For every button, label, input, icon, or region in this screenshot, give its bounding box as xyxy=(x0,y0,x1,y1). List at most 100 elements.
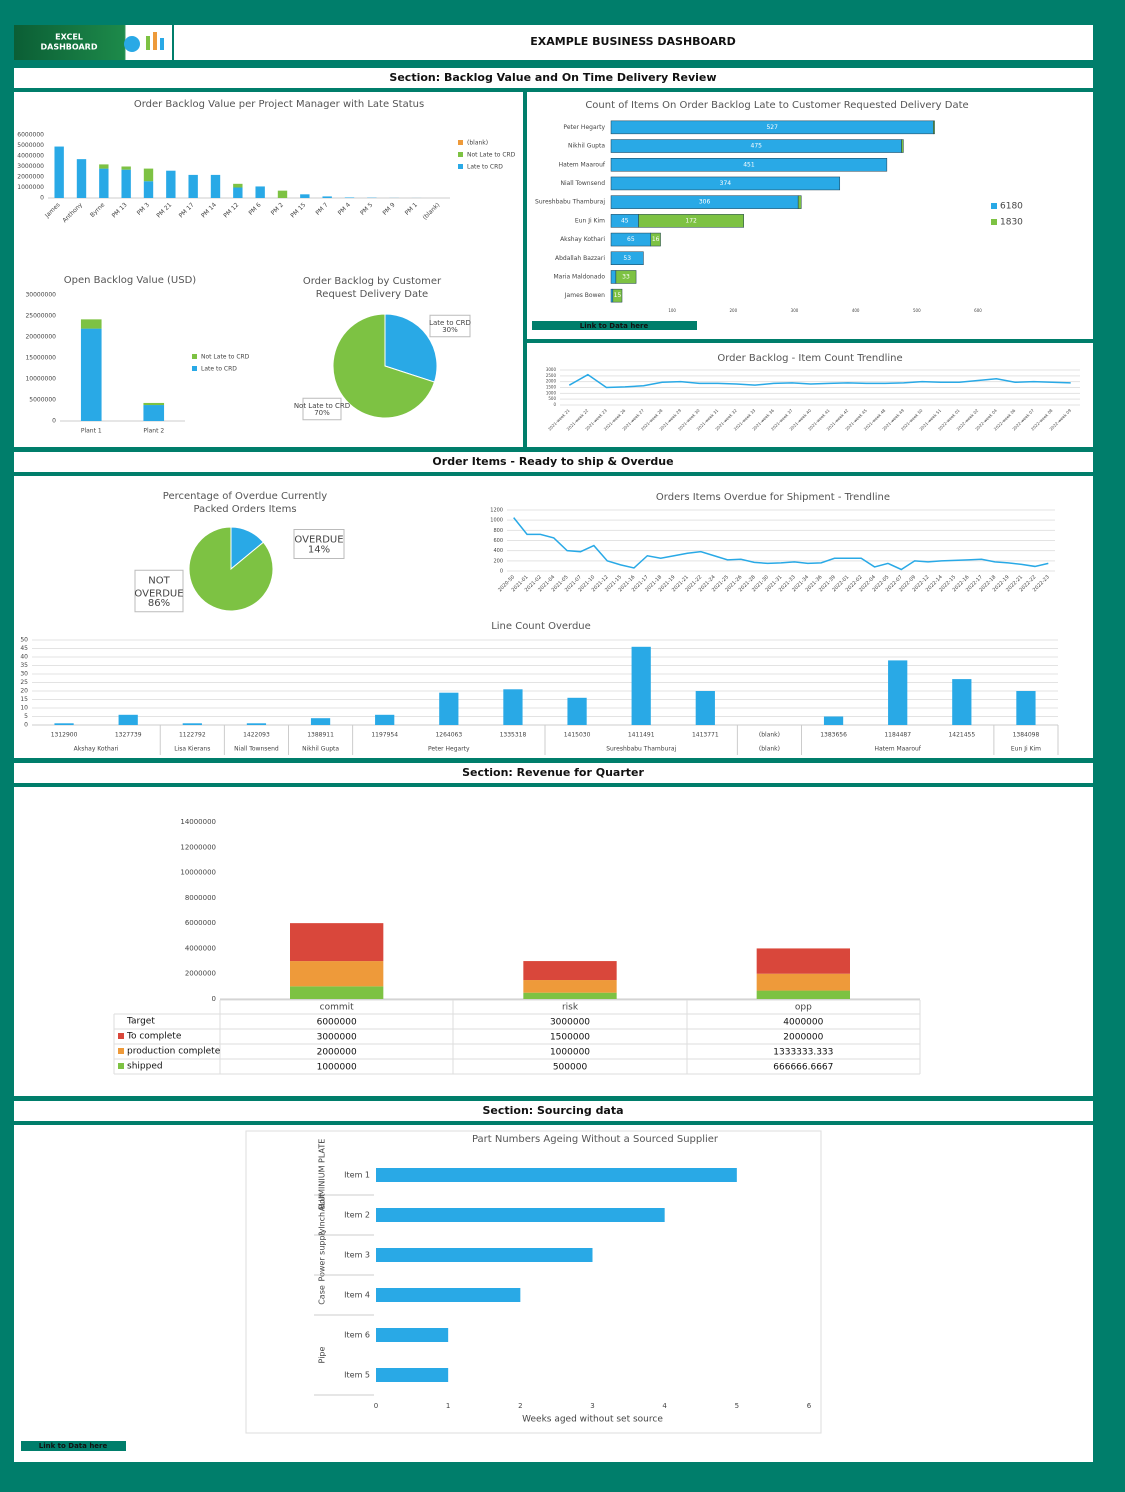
y-tick-label: Item 3 xyxy=(344,1251,370,1260)
x-tick-label: 1421455 xyxy=(948,732,975,739)
bar xyxy=(439,692,459,725)
x-tick-label: 1 xyxy=(446,1402,450,1410)
bar xyxy=(99,168,109,198)
y-tick-label: 4000000 xyxy=(17,153,44,160)
bar xyxy=(1016,691,1036,725)
section-bar xyxy=(14,1101,1093,1121)
bar xyxy=(300,194,310,198)
title-line: OVERDUE xyxy=(134,588,183,599)
bar xyxy=(322,196,332,198)
data-label: 172 xyxy=(685,217,697,224)
pie-slice xyxy=(332,313,436,419)
bar xyxy=(612,288,623,303)
y-tick-label: 6000000 xyxy=(17,132,44,139)
y-tick-label: 25 xyxy=(20,679,28,686)
section-bar xyxy=(14,68,1093,88)
x-tick-label: 4 xyxy=(662,1402,667,1410)
x-tick-label: 6 xyxy=(807,1402,812,1410)
pie-label-box xyxy=(293,529,345,559)
bar xyxy=(615,270,637,284)
y-tick-label: Peter Hegarty xyxy=(563,124,605,131)
y-tick-label: 25000000 xyxy=(25,313,56,320)
title-line: NOT xyxy=(148,575,170,586)
legend-label: 1830 xyxy=(1000,218,1023,228)
group-label: Akshay Kothari xyxy=(74,746,119,753)
group-label: Peter Hegarty xyxy=(428,746,470,753)
y-tick-label: 45 xyxy=(20,645,28,652)
bar xyxy=(344,197,355,198)
table-cell: 6000000 xyxy=(317,1018,357,1028)
bar xyxy=(376,1368,449,1382)
x-tick-label: opp xyxy=(795,1003,812,1013)
y-tick-label: Maria Maldonado xyxy=(553,273,605,280)
y-tick-label: 1000000 xyxy=(17,184,44,191)
bar xyxy=(76,159,87,198)
group-label: Niall Townsend xyxy=(234,746,279,753)
data-label: 33 xyxy=(622,273,630,280)
data-label: 65 xyxy=(627,236,635,243)
link-button[interactable] xyxy=(532,321,697,330)
link-button[interactable] xyxy=(21,1441,126,1451)
bar xyxy=(933,120,935,135)
legend-label: Late to CRD xyxy=(467,164,503,171)
y-tick-label: Nikhil Gupta xyxy=(568,143,605,150)
y-tick-label: Niall Townsend xyxy=(560,180,605,187)
group-label: Hatem Maarouf xyxy=(874,746,921,753)
chart-title: Open Backlog Value (USD) xyxy=(64,275,196,286)
pie-value-label: 86% xyxy=(148,598,170,609)
x-axis-label: Weeks aged without set source xyxy=(522,1415,663,1425)
y-tick-label: 1500 xyxy=(546,385,557,390)
table-cell: 1000000 xyxy=(317,1063,357,1073)
group-label: Sureshbabu Thamburaj xyxy=(606,746,676,753)
chart-title: Order Backlog by Customer Request Deliver… xyxy=(303,276,442,300)
x-tick-label: 1327739 xyxy=(115,732,142,739)
link-text[interactable]: Link to Data here xyxy=(580,322,649,330)
x-tick-label: 1122792 xyxy=(179,732,206,739)
y-tick-label: 400 xyxy=(493,548,503,554)
table-row-label: To complete xyxy=(126,1032,182,1042)
x-tick-label: 1184487 xyxy=(884,732,911,739)
bar xyxy=(121,166,131,170)
y-tick-label: 2000000 xyxy=(185,970,216,978)
group-label: Nikhil Gupta xyxy=(302,746,339,753)
legend-swatch xyxy=(991,203,997,209)
bar xyxy=(503,689,523,725)
bar xyxy=(277,190,288,198)
data-label: 475 xyxy=(751,143,763,150)
logo-icon xyxy=(146,36,150,50)
legend-label: Late to CRD xyxy=(201,366,237,373)
y-tick-label: 1000 xyxy=(546,390,557,395)
bar xyxy=(246,723,267,725)
bar xyxy=(756,973,850,991)
group-label: Case xyxy=(318,1285,327,1305)
x-tick-label: 300 xyxy=(791,308,799,313)
y-tick-label: Abdallah Bazzari xyxy=(555,255,605,262)
x-tick-label: 5 xyxy=(735,1402,739,1410)
y-tick-label: 500 xyxy=(548,396,556,401)
y-tick-label: 14000000 xyxy=(180,818,216,826)
y-tick-label: Item 6 xyxy=(344,1331,370,1340)
y-tick-label: 2500 xyxy=(546,373,557,378)
title-line: Request Delivery Date xyxy=(316,289,428,300)
bar xyxy=(376,1208,665,1222)
table-cell: 2000000 xyxy=(317,1048,357,1058)
y-tick-label: 0 xyxy=(24,722,28,729)
data-label: 451 xyxy=(743,161,755,168)
chart-title: Percentage of Overdue Currently Packed Or… xyxy=(163,491,327,515)
y-tick-label: 0 xyxy=(500,569,503,575)
bar xyxy=(756,990,850,999)
legend-swatch xyxy=(991,219,997,225)
link-text[interactable]: Link to Data here xyxy=(39,1442,108,1450)
x-tick-label: 2 xyxy=(518,1402,522,1410)
pie-label-box xyxy=(302,397,342,421)
pie-label: OVERDUE xyxy=(294,535,343,546)
bar xyxy=(188,174,198,198)
y-tick-label: 5 xyxy=(24,713,28,720)
x-tick-label: 1383656 xyxy=(820,732,847,739)
section-title: Section: Revenue for Quarter xyxy=(462,766,644,779)
y-tick-label: 2000 xyxy=(546,379,557,384)
bar xyxy=(610,288,614,303)
section-bar xyxy=(14,763,1093,783)
y-tick-label: 6000000 xyxy=(185,919,216,927)
